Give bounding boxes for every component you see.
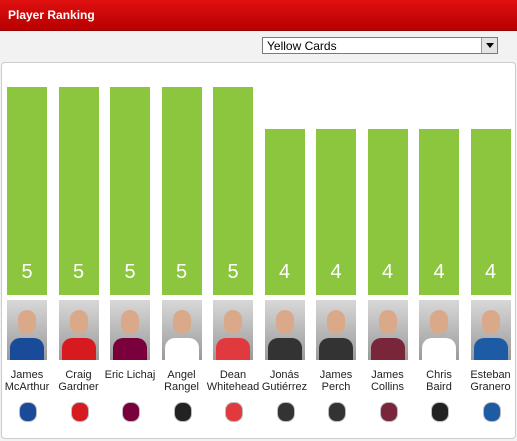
- player-name: James Perch: [319, 369, 353, 393]
- value-label: 4: [484, 261, 497, 283]
- player-shirt: [61, 338, 96, 360]
- player-name: Jonás Gutiérrez: [261, 369, 308, 393]
- player-photo: [110, 300, 150, 360]
- player-shirt: [113, 338, 147, 360]
- bar: [419, 128, 459, 295]
- player-head: [18, 310, 36, 334]
- player-head: [378, 310, 397, 334]
- player-name: Chris Baird: [426, 369, 452, 393]
- header: Player Ranking: [0, 0, 517, 31]
- player-photo: [58, 300, 99, 360]
- bar: [213, 87, 253, 295]
- bar: [367, 128, 408, 295]
- bar: [264, 128, 305, 295]
- club-badge: [122, 402, 140, 422]
- player-head: [224, 310, 242, 334]
- player-name: Craig Gardner: [58, 369, 99, 393]
- bar: [58, 87, 99, 295]
- value-label: 4: [330, 261, 342, 283]
- player-photo: [264, 300, 305, 360]
- player-name: Eric Lichaj: [104, 369, 156, 381]
- player-photo: [161, 300, 202, 360]
- player-shirt: [216, 338, 250, 360]
- value-label: 5: [124, 261, 136, 283]
- bar: [161, 87, 202, 295]
- value-label: 5: [72, 261, 85, 283]
- player-photo: [316, 300, 356, 360]
- player-shirt: [473, 338, 508, 360]
- player-head: [327, 310, 345, 334]
- club-badge: [225, 402, 243, 422]
- player-name: James McArthur: [4, 369, 50, 393]
- player-shirt: [10, 338, 44, 360]
- value-label: 5: [227, 261, 239, 283]
- bar: [470, 128, 511, 295]
- bar: [7, 87, 47, 295]
- player-head: [481, 310, 500, 334]
- player-head: [275, 310, 294, 334]
- player-photo: [470, 300, 511, 360]
- club-badge: [173, 402, 192, 422]
- player-shirt: [319, 338, 353, 360]
- player-shirt: [267, 338, 302, 360]
- club-badge: [431, 402, 449, 422]
- club-badge: [19, 402, 37, 422]
- player-shirt: [164, 338, 199, 360]
- club-badge: [379, 402, 398, 422]
- player-photo: [367, 300, 408, 360]
- club-badge: [276, 402, 295, 422]
- player-shirt: [370, 338, 405, 360]
- metric-select[interactable]: Yellow Cards: [262, 37, 498, 54]
- player-head: [121, 310, 139, 334]
- value-label: 5: [21, 261, 33, 283]
- player-photo: [213, 300, 253, 360]
- value-label: 4: [278, 261, 291, 283]
- player-name: Dean Whitehead: [206, 369, 260, 393]
- bar: [110, 87, 150, 295]
- bar: [316, 128, 356, 295]
- player-name: Angel Rangel: [164, 369, 199, 393]
- club-badge: [328, 402, 346, 422]
- player-shirt: [422, 338, 456, 360]
- club-badge: [70, 402, 89, 422]
- player-photo: [7, 300, 47, 360]
- player-name: James Collins: [370, 369, 404, 393]
- player-head: [69, 310, 88, 334]
- select-text: Yellow Cards: [267, 39, 337, 53]
- player-photo: [419, 300, 459, 360]
- player-head: [172, 310, 191, 334]
- club-badge: [482, 402, 501, 422]
- player-head: [430, 310, 448, 334]
- value-label: 4: [381, 261, 394, 283]
- value-label: 5: [175, 261, 188, 283]
- select-arrow[interactable]: [481, 38, 497, 53]
- title: Player Ranking: [8, 8, 95, 22]
- value-label: 4: [433, 261, 445, 283]
- player-name: Esteban Granero: [470, 369, 511, 393]
